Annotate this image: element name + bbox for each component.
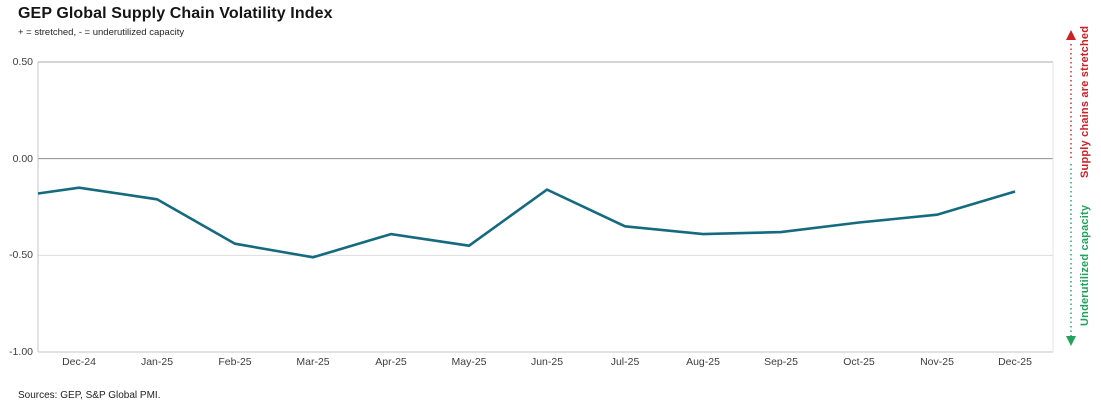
chart-subtitle: + = stretched, - = underutilized capacit… — [18, 27, 185, 38]
up-arrow-icon — [1066, 30, 1076, 40]
x-axis-tick-label: Sep-25 — [764, 356, 798, 368]
y-axis-tick-label: 0.00 — [12, 152, 33, 165]
x-axis-tick-label: Dec-25 — [998, 356, 1032, 368]
x-axis-tick-label: Oct-25 — [843, 356, 875, 368]
chart-title: GEP Global Supply Chain Volatility Index — [18, 5, 333, 22]
x-axis-tick-label: May-25 — [451, 356, 487, 368]
down-arrow-icon — [1066, 336, 1076, 346]
stretched-annotation-label: Supply chains are stretched — [1079, 25, 1091, 179]
x-axis-tick-label: Dec-24 — [62, 356, 96, 368]
x-axis-tick-label: Jul-25 — [610, 356, 640, 368]
x-axis-tick-label: Feb-25 — [218, 356, 252, 368]
x-axis-tick-label: Nov-25 — [920, 356, 954, 368]
x-axis-tick-label: Aug-25 — [686, 356, 720, 368]
y-axis-tick-label: -1.00 — [9, 346, 33, 358]
x-axis-tick-label: Jan-25 — [140, 356, 174, 368]
x-axis-tick-label: Apr-25 — [375, 356, 407, 368]
line-chart-plot — [37, 61, 1054, 353]
x-axis-tick-label: Mar-25 — [296, 356, 330, 368]
volatility-index-line — [37, 186, 1016, 259]
y-axis-tick-label: -0.50 — [9, 249, 33, 262]
direction-indicator — [1066, 30, 1076, 346]
y-axis-tick-label: 0.50 — [12, 56, 33, 68]
underutilized-annotation-label: Underutilized capacity — [1079, 204, 1091, 326]
source-note: Sources: GEP, S&P Global PMI. — [18, 390, 161, 401]
x-axis-tick-label: Jun-25 — [530, 356, 564, 368]
